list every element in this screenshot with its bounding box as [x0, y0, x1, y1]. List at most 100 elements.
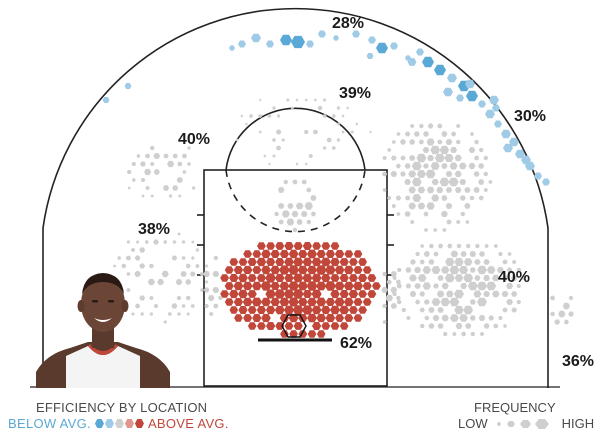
hex-average [212, 271, 220, 277]
hex-average [331, 146, 336, 150]
hex-average [419, 259, 425, 265]
hex-average [313, 98, 317, 102]
frequency-high-label: HIGH [561, 416, 595, 431]
hex-above-avg [297, 281, 308, 291]
hex-average [449, 162, 458, 170]
hex-average [113, 264, 117, 268]
hex-average [291, 211, 299, 217]
hex-average [430, 145, 441, 155]
hex-average [461, 331, 467, 337]
hex-below-avg [501, 129, 511, 139]
hex-average [267, 114, 272, 118]
hex-average [181, 153, 187, 159]
hex-above-avg [224, 282, 234, 290]
zone-label-right-wing-three: 30% [514, 108, 546, 125]
hex-average [410, 220, 415, 224]
hex-average [426, 138, 435, 146]
hex-above-avg [275, 273, 285, 283]
hex-below-avg [515, 149, 525, 159]
hex-average [433, 283, 439, 289]
hex-average [272, 154, 276, 158]
hex-average [141, 194, 145, 198]
hex-average [502, 307, 508, 313]
hex-average [149, 312, 154, 316]
hex-average [440, 297, 450, 307]
hex-average [459, 266, 469, 274]
hex-average [171, 303, 178, 309]
hex-above-avg [233, 266, 244, 274]
hex-above-avg [256, 257, 267, 267]
hex-average [431, 179, 439, 185]
hex-average [422, 266, 431, 274]
hex-average [441, 131, 448, 137]
hex-average [396, 212, 401, 216]
hex-average [441, 163, 448, 169]
hex-average [450, 250, 459, 258]
hex-average [322, 114, 327, 118]
hex-average [469, 299, 476, 305]
hex-above-avg [292, 289, 304, 299]
hex-average [439, 145, 450, 155]
hex-average [400, 139, 406, 145]
hex-average [212, 287, 220, 293]
hex-above-avg [274, 305, 285, 315]
hex-below-avg [542, 178, 550, 186]
hex-average [473, 171, 480, 177]
hex-average [474, 275, 481, 281]
hex-above-avg [265, 305, 276, 315]
hex-average [185, 263, 191, 269]
hex-average [503, 324, 507, 328]
hex-above-avg [293, 242, 303, 250]
hex-average [149, 145, 155, 151]
hex-average [172, 153, 178, 159]
hex-average [322, 146, 327, 150]
hex-above-avg [307, 249, 317, 259]
hex-above-avg [238, 306, 248, 314]
hex-average [493, 323, 499, 329]
hex-average [478, 147, 484, 153]
hex-average [390, 271, 397, 277]
hex-above-avg [252, 314, 262, 322]
hex-above-avg [325, 298, 335, 306]
hex-average [431, 298, 441, 306]
hex-below-avg [251, 33, 261, 43]
hex-above-avg [261, 313, 271, 323]
efficiency-legend: BELOW AVG. ABOVE AVG. [8, 416, 229, 431]
hex-average [501, 291, 509, 297]
hex-average [433, 251, 439, 257]
hex-average [171, 255, 178, 261]
hex-average [456, 243, 462, 249]
hex-above-avg [330, 305, 340, 315]
frequency-low-label: LOW [458, 416, 488, 431]
hex-average [235, 138, 239, 142]
hex-average [484, 244, 489, 248]
hex-above-avg [288, 297, 299, 307]
hex-average [178, 194, 182, 198]
hex-above-avg [242, 265, 253, 275]
hex-average [218, 296, 223, 300]
hex-average [203, 271, 210, 277]
hex-above-avg [348, 306, 358, 314]
hex-average [454, 257, 464, 267]
hex-average [130, 248, 136, 252]
hex-average [268, 162, 271, 166]
hex-above-avg [266, 242, 275, 250]
hex-average [147, 278, 155, 286]
hex-average [204, 264, 209, 268]
hex-above-avg [343, 281, 354, 291]
hex-average [454, 289, 464, 299]
hex-average [464, 203, 471, 209]
swatch-below [104, 419, 114, 428]
hex-average [419, 307, 425, 313]
hex-average [442, 332, 448, 336]
hex-below-avg [291, 35, 305, 49]
hex-average [275, 129, 282, 135]
hex-average [454, 305, 464, 315]
hex-average [437, 275, 444, 281]
hex-average [459, 314, 468, 322]
hex-average [459, 179, 467, 185]
hex-average [336, 122, 341, 126]
hex-above-avg [330, 274, 340, 282]
hex-average [310, 195, 317, 201]
hex-average [400, 171, 406, 177]
